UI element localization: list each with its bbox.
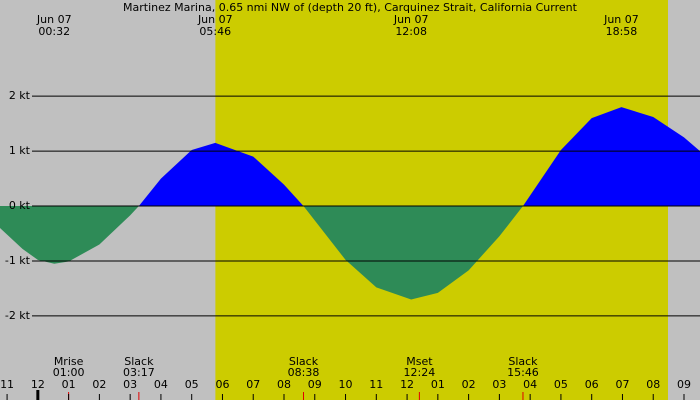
extreme-date: Jun 07 bbox=[603, 13, 639, 26]
x-tick-label: 02 bbox=[462, 378, 476, 391]
x-tick-label: 07 bbox=[615, 378, 629, 391]
x-tick-label: 05 bbox=[185, 378, 199, 391]
event-name: Mrise bbox=[54, 355, 84, 368]
x-tick-label: 05 bbox=[554, 378, 568, 391]
y-tick-label: -1 kt bbox=[5, 254, 31, 267]
extreme-time: 05:46 bbox=[199, 25, 231, 38]
x-tick-label: 09 bbox=[677, 378, 691, 391]
y-tick-label: 0 kt bbox=[9, 199, 31, 212]
event-name: Slack bbox=[124, 355, 154, 368]
event-time: 15:46 bbox=[507, 366, 539, 379]
extreme-date: Jun 07 bbox=[393, 13, 429, 26]
x-tick-label: 08 bbox=[277, 378, 291, 391]
x-tick-label: 10 bbox=[339, 378, 353, 391]
event-time: 03:17 bbox=[123, 366, 155, 379]
y-tick-label: 2 kt bbox=[9, 89, 31, 102]
x-tick-label: 11 bbox=[0, 378, 14, 391]
x-tick-label: 03 bbox=[492, 378, 506, 391]
x-tick-label: 08 bbox=[646, 378, 660, 391]
x-tick-label: 02 bbox=[92, 378, 106, 391]
x-tick-label: 01 bbox=[62, 378, 76, 391]
event-time: 08:38 bbox=[288, 366, 320, 379]
chart-title: Martinez Marina, 0.65 nmi NW of (depth 2… bbox=[123, 1, 578, 14]
event-time: 12:24 bbox=[404, 366, 436, 379]
extreme-time: 12:08 bbox=[395, 25, 427, 38]
x-tick-label: 12 bbox=[31, 378, 45, 391]
event-name: Slack bbox=[289, 355, 319, 368]
extreme-time: 18:58 bbox=[606, 25, 638, 38]
extreme-date: Jun 07 bbox=[36, 13, 72, 26]
x-tick-label: 03 bbox=[123, 378, 137, 391]
y-tick-label: 1 kt bbox=[9, 144, 31, 157]
x-tick-label: 06 bbox=[585, 378, 599, 391]
x-tick-label: 01 bbox=[431, 378, 445, 391]
flood-area bbox=[138, 107, 700, 207]
x-tick-label: 04 bbox=[523, 378, 537, 391]
ebb-area bbox=[0, 206, 700, 300]
extreme-time: 00:32 bbox=[38, 25, 70, 38]
event-name: Slack bbox=[508, 355, 538, 368]
x-tick-label: 04 bbox=[154, 378, 168, 391]
x-tick-label: 12 bbox=[400, 378, 414, 391]
extreme-date: Jun 07 bbox=[197, 13, 233, 26]
x-tick-label: 11 bbox=[369, 378, 383, 391]
y-tick-label: -2 kt bbox=[5, 309, 31, 322]
event-name: Mset bbox=[406, 355, 433, 368]
x-tick-label: 06 bbox=[215, 378, 229, 391]
event-time: 01:00 bbox=[53, 366, 85, 379]
x-tick-label: 09 bbox=[308, 378, 322, 391]
x-tick-label: 07 bbox=[246, 378, 260, 391]
